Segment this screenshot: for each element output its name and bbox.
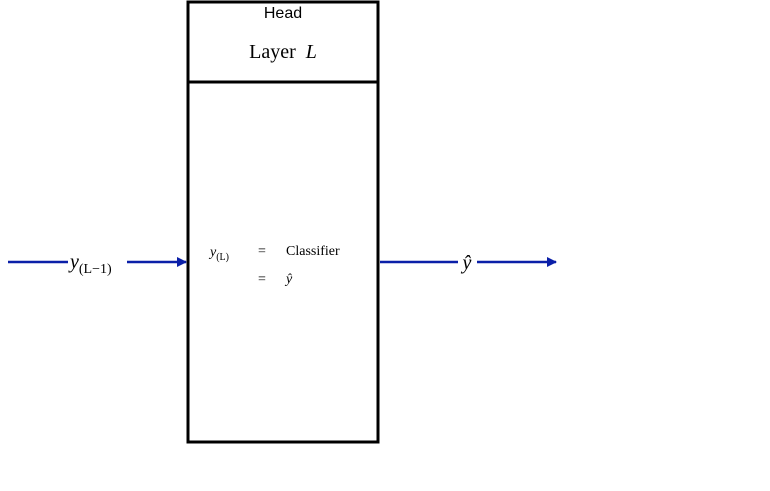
head-label: Head <box>264 5 302 22</box>
equation-eq-1: = <box>258 244 266 259</box>
equation-eq-2: = <box>258 272 266 287</box>
layer-title-var: L <box>305 41 317 63</box>
equation-lhs-var: y <box>208 245 217 260</box>
equation-rhs-2: ŷ <box>284 272 293 287</box>
equation-lhs: y(L) <box>208 245 229 263</box>
output-label: ŷ <box>461 252 472 274</box>
input-label-sub: (L−1) <box>79 262 112 277</box>
layer-block <box>186 0 380 444</box>
layer-title-text: Layer <box>249 41 296 63</box>
input-label: y(L−1) <box>68 251 112 277</box>
layer-title: Layer L <box>249 41 317 63</box>
equation-rhs-1: Classifier <box>286 244 340 259</box>
input-label-var: y <box>68 251 79 273</box>
equation-lhs-sub: (L) <box>216 252 229 263</box>
